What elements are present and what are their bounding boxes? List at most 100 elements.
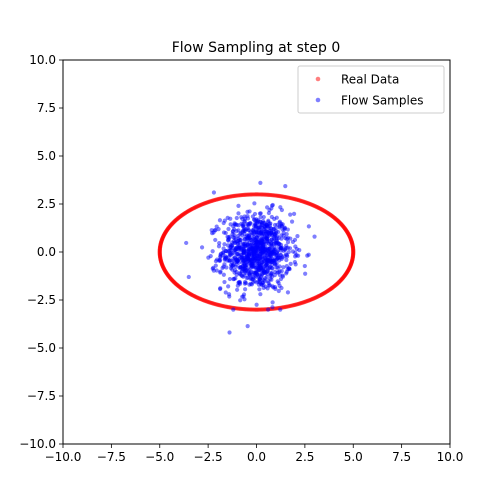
flow-sample-point xyxy=(261,258,266,263)
flow-sample-point xyxy=(270,305,275,310)
flow-sample-point xyxy=(235,259,240,264)
flow-sample-point xyxy=(289,219,295,224)
flow-sample-point xyxy=(265,224,270,229)
flow-sample-point xyxy=(279,268,284,274)
flow-sample-point xyxy=(238,238,243,243)
flow-sample-point xyxy=(251,252,256,257)
flow-sample-point xyxy=(282,227,287,232)
flow-sample-point xyxy=(243,258,248,263)
flow-sample-point xyxy=(285,290,291,295)
flow-sample-point xyxy=(256,282,262,287)
flow-sample-point xyxy=(265,258,270,264)
flow-sample-point xyxy=(266,262,271,267)
flow-sample-point xyxy=(231,307,236,312)
x-tick-label: −10.0 xyxy=(45,450,82,464)
flow-sample-point xyxy=(258,292,263,297)
x-tick-label: 10.0 xyxy=(437,450,464,464)
flow-sample-point xyxy=(222,279,227,285)
flow-sample-point xyxy=(254,243,259,248)
flow-sample-point xyxy=(250,277,255,282)
legend: Real Data Flow Samples xyxy=(297,65,445,114)
flow-sample-point xyxy=(230,267,235,272)
flow-sample-point xyxy=(305,253,310,258)
flow-sample-point xyxy=(291,211,297,216)
flow-sample-point xyxy=(288,261,293,266)
x-tick-label: −2.5 xyxy=(194,450,223,464)
chart-title: Flow Sampling at step 0 xyxy=(172,40,341,56)
flow-sample-point xyxy=(293,244,298,249)
flow-sample-point xyxy=(270,300,275,305)
flow-sample-point xyxy=(236,203,241,208)
flow-sample-point xyxy=(220,265,225,271)
flow-sample-point xyxy=(254,221,259,226)
flow-sample-point xyxy=(270,249,275,255)
flow-sample-point xyxy=(218,286,223,292)
flow-sample-point xyxy=(242,263,248,268)
flow-sample-point xyxy=(221,230,227,235)
flow-sample-point xyxy=(232,222,237,227)
y-tick-label: 2.5 xyxy=(37,197,56,211)
legend-label: Flow Samples xyxy=(341,94,423,108)
flow-sample-point xyxy=(259,249,265,254)
flow-sample-point xyxy=(186,274,191,280)
flow-sample-point xyxy=(269,242,274,247)
flow-sample-point xyxy=(243,287,248,292)
flow-sample-point xyxy=(240,216,245,222)
x-tick-label: −5.0 xyxy=(145,450,174,464)
flow-sample-point xyxy=(275,248,280,253)
flow-sample-point xyxy=(258,276,263,281)
flow-sample-point xyxy=(241,242,246,247)
flow-sample-point xyxy=(254,302,259,307)
flow-sample-point xyxy=(252,217,257,223)
flow-sample-point xyxy=(295,233,300,239)
flow-sample-point xyxy=(211,190,217,195)
flow-sample-point xyxy=(261,214,266,220)
flow-sample-point xyxy=(242,297,247,302)
flow-sample-point xyxy=(224,265,229,270)
flow-sample-point xyxy=(213,263,218,268)
flow-sample-point xyxy=(252,256,258,261)
flow-sample-point xyxy=(206,255,211,260)
flow-sample-point xyxy=(266,279,271,284)
flow-sample-point xyxy=(258,219,263,225)
flow-sample-point xyxy=(252,201,257,206)
flow-sample-point xyxy=(285,240,291,245)
flow-sample-point xyxy=(277,241,282,246)
legend-marker xyxy=(315,97,321,103)
flow-sample-point xyxy=(273,261,278,267)
flow-sample-point xyxy=(232,232,237,238)
x-tick-label: −7.5 xyxy=(97,450,126,464)
flow-sample-point xyxy=(244,275,250,281)
flow-sample-point xyxy=(245,244,250,249)
flow-sample-point xyxy=(261,245,266,250)
flow-sample-point xyxy=(278,307,283,312)
flow-sample-point xyxy=(231,258,236,263)
flow-sample-point xyxy=(231,239,237,244)
flow-sample-point xyxy=(228,234,233,239)
flow-sample-point xyxy=(257,211,263,216)
flow-sample-point xyxy=(260,280,265,285)
flow-sample-point xyxy=(223,290,228,295)
flow-sample-point xyxy=(258,214,263,220)
flow-sample-point xyxy=(242,249,247,255)
flow-sample-point xyxy=(234,215,239,221)
flow-sample-point xyxy=(293,262,298,267)
flow-sample-point xyxy=(238,265,244,270)
flow-sample-point xyxy=(211,268,216,273)
flow-sample-point xyxy=(257,229,262,235)
flow-sample-point xyxy=(275,222,280,227)
flow-sample-point xyxy=(286,249,291,255)
flow-sample-point xyxy=(260,231,266,236)
x-tick-label: 7.5 xyxy=(392,450,411,464)
flow-sample-point xyxy=(225,237,231,243)
flow-sample-point xyxy=(269,206,274,211)
legend-box xyxy=(297,65,445,114)
flow-sample-point xyxy=(199,245,205,250)
flow-sample-point xyxy=(257,287,262,292)
flow-sample-point xyxy=(223,248,229,254)
flow-sample-point xyxy=(270,202,275,208)
flow-sample-point xyxy=(280,255,285,260)
flow-sample-point xyxy=(250,227,256,233)
flow-sample-point xyxy=(287,246,293,251)
flow-sample-point xyxy=(221,220,226,226)
